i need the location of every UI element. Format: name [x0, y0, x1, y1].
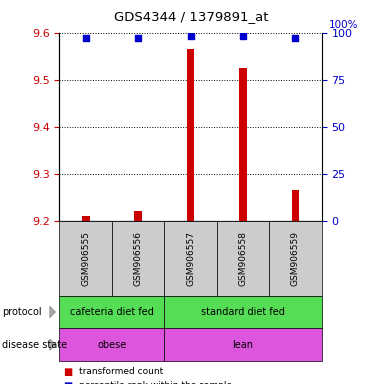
- Text: standard diet fed: standard diet fed: [201, 307, 285, 317]
- Point: [188, 33, 194, 40]
- Text: GSM906558: GSM906558: [239, 231, 247, 286]
- Text: lean: lean: [232, 339, 254, 350]
- Bar: [134, 211, 142, 221]
- Text: disease state: disease state: [2, 339, 67, 350]
- Text: GDS4344 / 1379891_at: GDS4344 / 1379891_at: [114, 10, 269, 23]
- Point: [293, 35, 299, 41]
- Text: protocol: protocol: [2, 307, 41, 317]
- Text: transformed count: transformed count: [79, 367, 163, 376]
- Bar: [187, 49, 195, 221]
- Text: GSM906559: GSM906559: [291, 231, 300, 286]
- Bar: [82, 216, 90, 221]
- Text: cafeteria diet fed: cafeteria diet fed: [70, 307, 154, 317]
- Bar: [239, 68, 247, 221]
- Text: GSM906557: GSM906557: [186, 231, 195, 286]
- Bar: [291, 190, 300, 221]
- Text: obese: obese: [97, 339, 126, 350]
- Point: [240, 33, 246, 40]
- Point: [135, 35, 141, 41]
- Text: GSM906556: GSM906556: [134, 231, 142, 286]
- Text: GSM906555: GSM906555: [81, 231, 90, 286]
- Text: ■: ■: [63, 367, 72, 377]
- Text: percentile rank within the sample: percentile rank within the sample: [79, 381, 232, 384]
- Point: [83, 35, 89, 41]
- Text: ■: ■: [63, 381, 72, 384]
- Text: 100%: 100%: [329, 20, 358, 30]
